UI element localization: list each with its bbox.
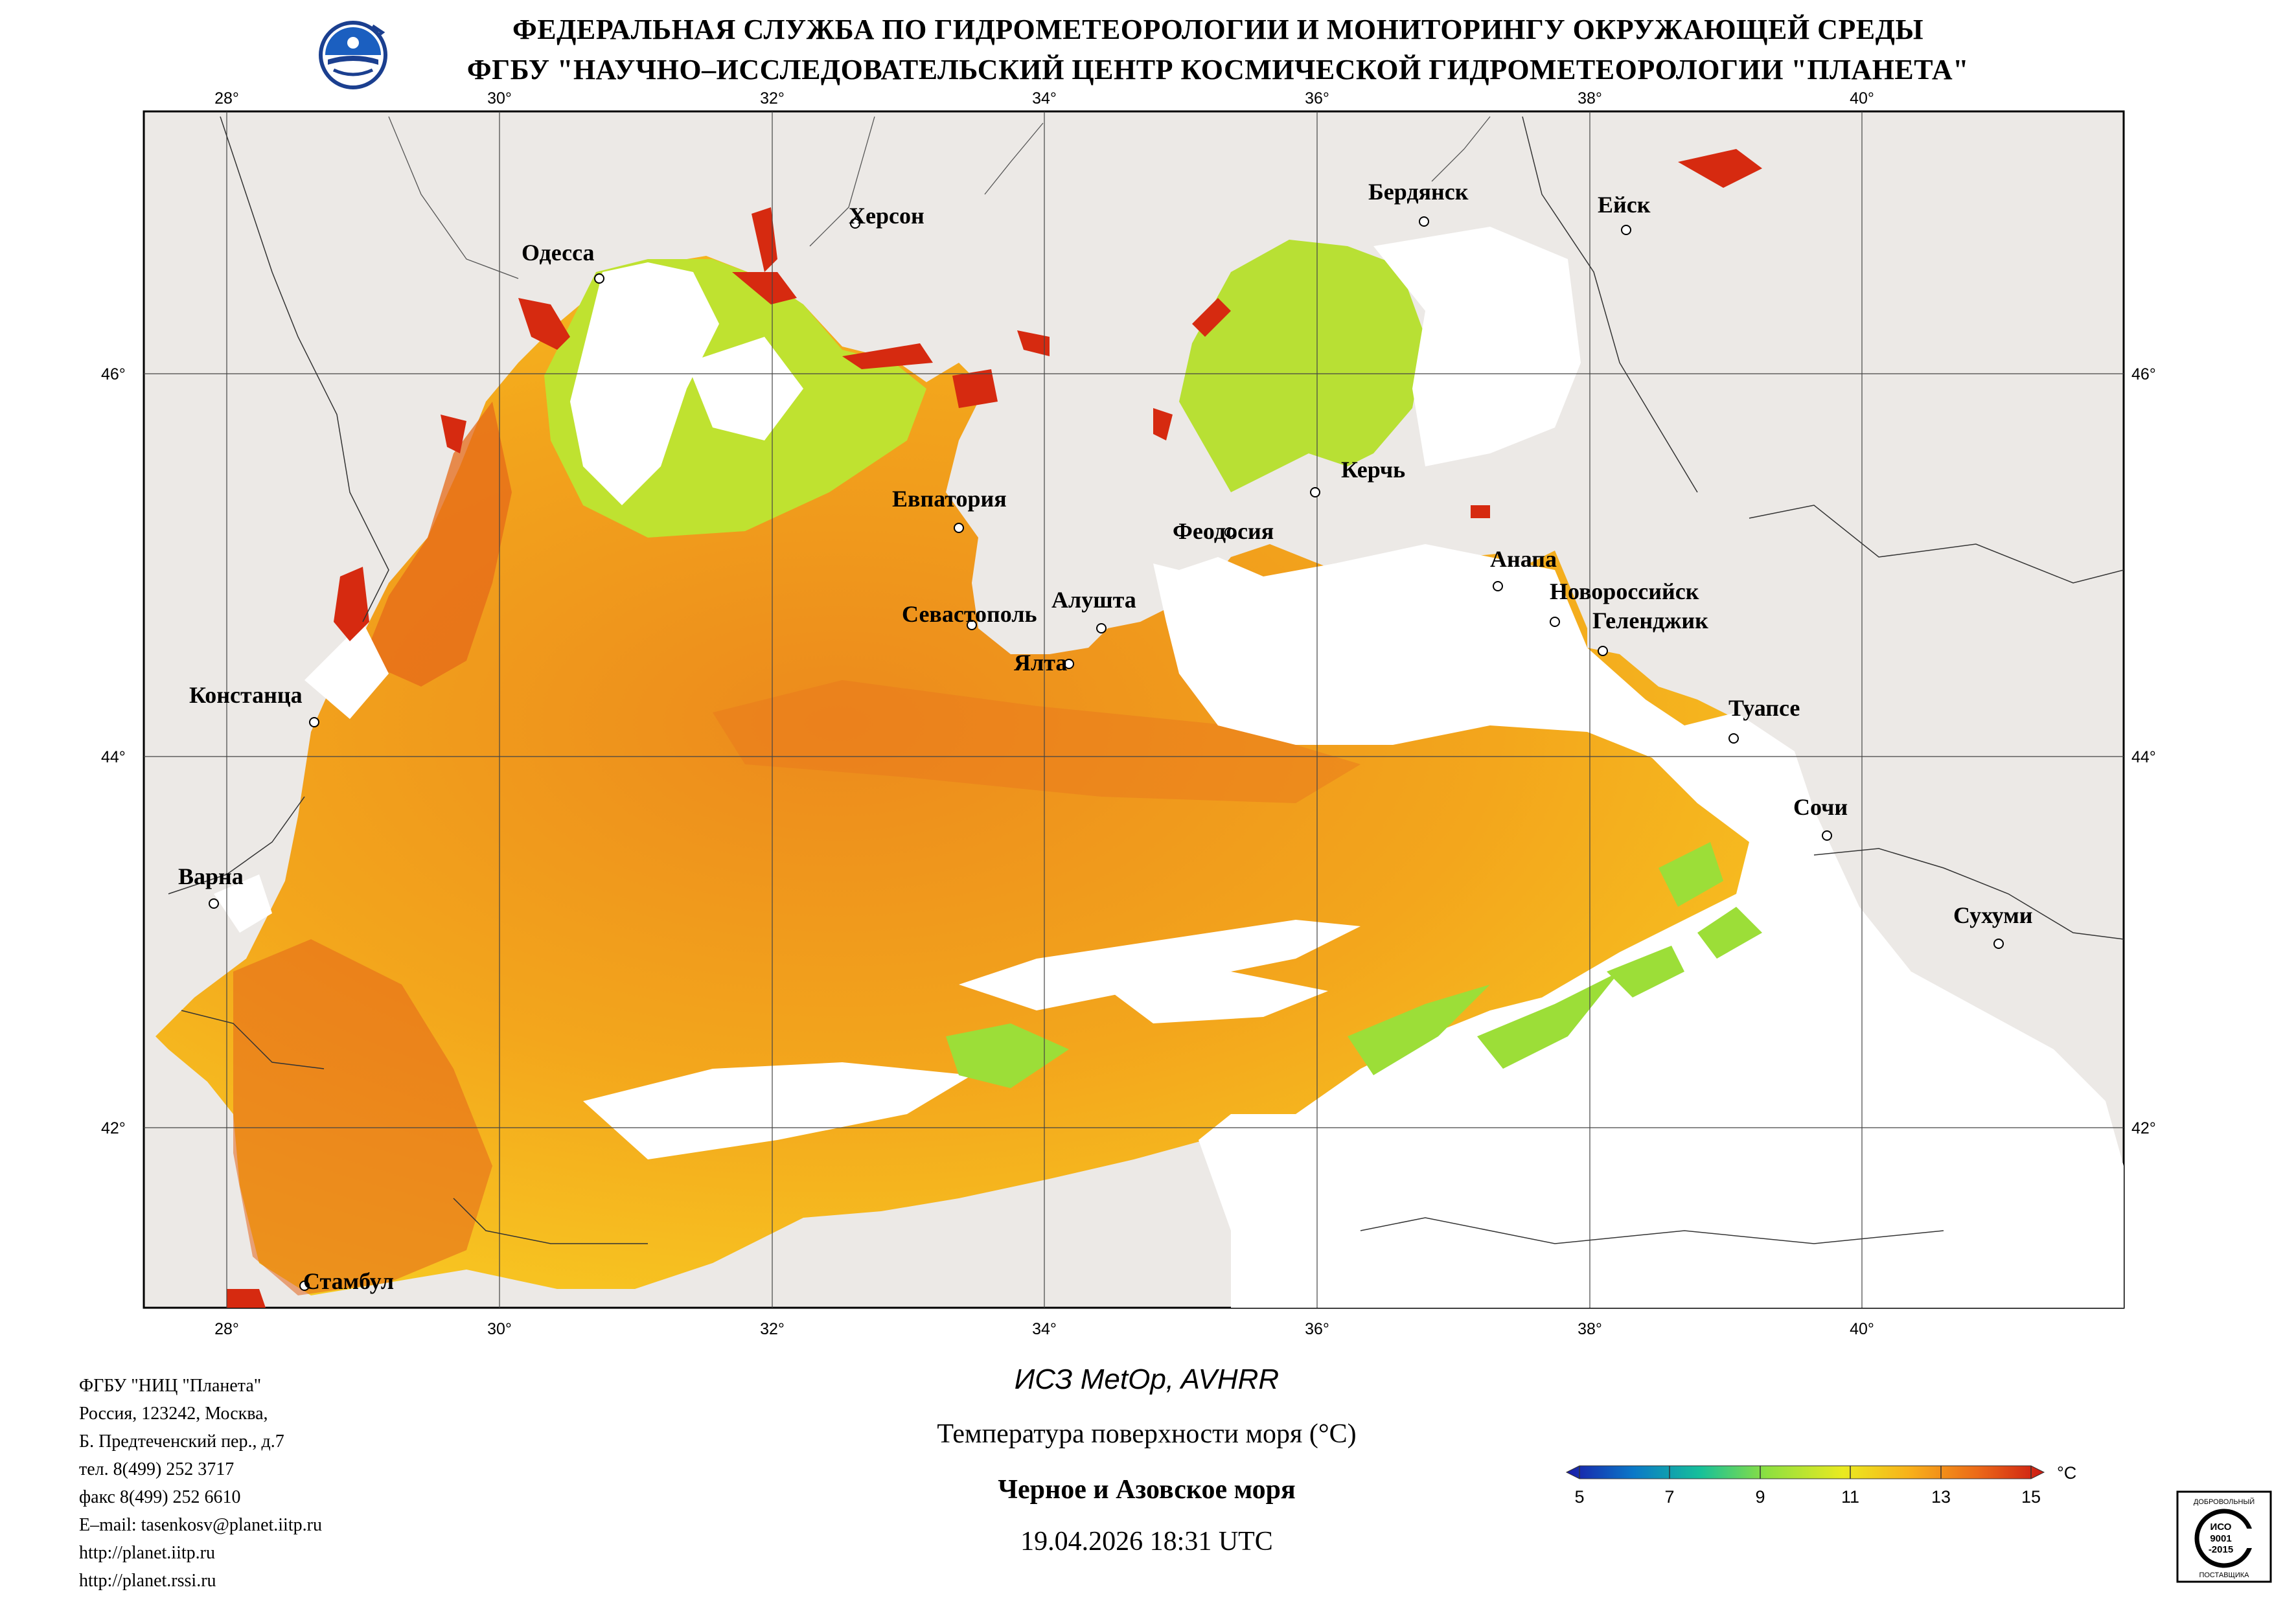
city-kherson: Херсон	[849, 203, 924, 229]
rivers	[388, 116, 1491, 279]
observation-datetime: 19.04.2026 18:31 UTC	[1020, 1527, 1273, 1556]
city-markers	[209, 216, 2004, 1291]
city-istanbul: Стамбул	[303, 1268, 394, 1294]
colorbar-tick-label: 15	[2021, 1487, 2041, 1507]
lon-label-34-bottom: 34°	[1032, 1320, 1057, 1338]
bottom-longitude-labels: 28° 30° 32° 34° 36° 38° 40°	[214, 1320, 1874, 1338]
contact-line: Россия, 123242, Москва,	[79, 1404, 268, 1424]
header-center: ФГБУ "НАУЧНО–ИССЛЕДОВАТЕЛЬСКИЙ ЦЕНТР КОС…	[466, 54, 1969, 85]
contact-line: E–mail: tasenkosv@planet.iitp.ru	[79, 1515, 322, 1535]
lat-label-42-left: 42°	[101, 1119, 126, 1137]
lon-label-30-bottom: 30°	[487, 1320, 512, 1338]
city-kerch: Керчь	[1341, 457, 1405, 483]
colorbar-tick-label: 9	[1755, 1487, 1765, 1507]
city-feodosiya: Феодосия	[1173, 518, 1274, 544]
colorbar-tick-label: 11	[1841, 1487, 1859, 1507]
cloud-cover	[214, 227, 2124, 1308]
region-title: Черное и Азовское моря	[998, 1475, 1296, 1505]
contact-link[interactable]: http://planet.rssi.ru	[79, 1571, 216, 1591]
lon-label-32-bottom: 32°	[760, 1320, 785, 1338]
city-gelendzhik: Геленджик	[1592, 608, 1708, 633]
satellite-name: ИСЗ MetOp, AVHRR	[1014, 1363, 1280, 1395]
lat-label-46-left: 46°	[101, 365, 126, 383]
colorbar-gradient	[1565, 1465, 2045, 1479]
colorbar-tick-label: 7	[1664, 1487, 1674, 1507]
lon-label-28-bottom: 28°	[214, 1320, 239, 1338]
contact-link[interactable]: http://planet.iitp.ru	[79, 1543, 215, 1563]
lon-label-38-bottom: 38°	[1578, 1320, 1602, 1338]
lat-label-44-left: 44°	[101, 748, 126, 766]
iso-year: -2015	[2209, 1544, 2233, 1555]
city-berdyansk: Бердянск	[1368, 179, 1469, 205]
city-constanta: Констанца	[189, 682, 303, 708]
header-agency: ФЕДЕРАЛЬНАЯ СЛУЖБА ПО ГИДРОМЕТЕОРОЛОГИИ …	[512, 14, 1924, 45]
contact-line: ФГБУ "НИЦ "Планета"	[79, 1376, 262, 1396]
city-yalta: Ялта	[1014, 650, 1067, 676]
contact-info: ФГБУ "НИЦ "Планета" Россия, 123242, Моск…	[79, 1372, 322, 1595]
city-tuapse: Туапсе	[1728, 695, 1800, 721]
iso-label: ИСО	[2210, 1522, 2232, 1533]
hot-coastal-spots	[227, 149, 1762, 1308]
lon-label-40: 40°	[1850, 89, 1874, 108]
city-sukhumi: Сухуми	[1953, 902, 2033, 928]
city-labels: Одесса Херсон Бердянск Ейск Евпатория Ке…	[178, 179, 2033, 1294]
city-sevastopol: Севастополь	[902, 601, 1037, 627]
lon-label-36: 36°	[1305, 89, 1329, 108]
borders	[168, 116, 2124, 1244]
colorbar-tick-label: 5	[1574, 1487, 1584, 1507]
colorbar-tick-label: 13	[1931, 1487, 1951, 1507]
city-odesa: Одесса	[522, 240, 595, 266]
contact-line: факс 8(499) 252 6610	[79, 1487, 241, 1507]
colorbar-ticks	[1579, 1466, 2032, 1479]
latitude-labels: 46° 44° 42° 46° 44° 42°	[101, 365, 2156, 1137]
lat-label-46-right: 46°	[2131, 365, 2156, 383]
parameter-title: Температура поверхности моря (°C)	[937, 1419, 1357, 1449]
city-novorossiysk: Новороссийск	[1550, 578, 1699, 604]
lon-label-28: 28°	[214, 89, 239, 108]
planeta-logo-icon	[319, 21, 387, 89]
top-longitude-labels: 28° 30° 32° 34° 36° 38° 40°	[214, 89, 1874, 108]
city-anapa: Анапа	[1490, 546, 1557, 572]
contact-line: Б. Предтеченский пер., д.7	[79, 1431, 284, 1452]
lon-label-32: 32°	[760, 89, 785, 108]
iso-bottom-text: ПОСТАВЩИКА	[2199, 1571, 2249, 1579]
iso-certificate-badge: ДОБРОВОЛЬНЫЙ ИСО 9001 -2015 ПОСТАВЩИКА	[2176, 1490, 2272, 1583]
graticule	[144, 111, 2124, 1308]
city-yeysk: Ейск	[1598, 192, 1651, 218]
warm-western-shelf	[363, 402, 512, 687]
city-sochi: Сочи	[1793, 794, 1848, 820]
contact-line: тел. 8(499) 252 3717	[79, 1459, 235, 1479]
city-varna: Варна	[178, 863, 244, 889]
colorbar-unit: °C	[2057, 1463, 2076, 1483]
warm-central	[713, 680, 1360, 803]
lat-label-44-right: 44°	[2131, 748, 2156, 766]
city-alushta: Алушта	[1051, 587, 1136, 613]
iso-number: 9001	[2210, 1533, 2231, 1544]
cool-water-patches	[946, 842, 1762, 1088]
lon-label-30: 30°	[487, 89, 512, 108]
temperature-colorbar: 5 7 9 11 13 15 °C	[1565, 1463, 2076, 1507]
iso-top-text: ДОБРОВОЛЬНЫЙ	[2194, 1498, 2255, 1506]
lat-label-42-right: 42°	[2131, 1119, 2156, 1137]
azov-sea-area	[1179, 240, 1425, 492]
lon-label-38: 38°	[1578, 89, 1602, 108]
lon-label-40-bottom: 40°	[1850, 1320, 1874, 1338]
lon-label-36-bottom: 36°	[1305, 1320, 1329, 1338]
warm-southwest	[233, 939, 492, 1295]
lon-label-34: 34°	[1032, 89, 1057, 108]
city-yevpatoriya: Евпатория	[892, 486, 1007, 512]
